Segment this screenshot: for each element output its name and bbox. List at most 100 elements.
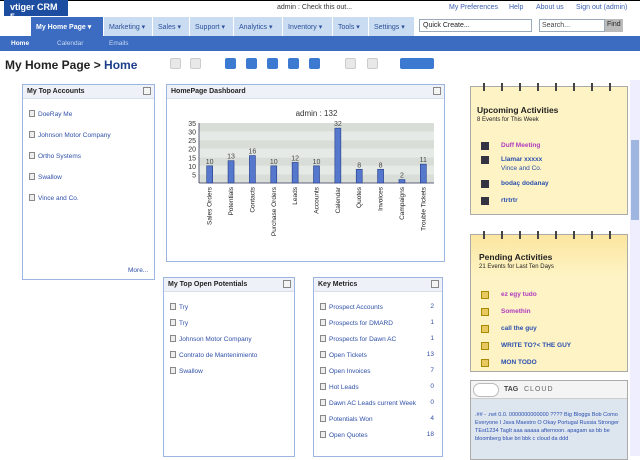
tagcloud-title-2: CLOUD [524,386,554,393]
ring-icon [591,231,593,239]
key-metrics-panel: Key Metrics Prospect Accounts 2 Prospects … [313,277,443,457]
maximize-icon[interactable] [431,280,439,288]
upcoming-activities-panel: Upcoming Activities 8 Events for This We… [470,83,628,215]
x-tick-label: Campaigns [399,186,406,220]
metric-item[interactable]: Prospects for Dawn AC [320,335,396,343]
metric-item[interactable]: Potentials Won [320,415,373,423]
ring-icon [537,231,539,239]
phone-icon [481,180,489,188]
find-button[interactable]: Find [605,19,623,32]
panel-subtitle: 8 Events for This Week [477,117,539,123]
task-icon [481,342,489,350]
arrow-down-icon[interactable] [345,58,356,69]
tab-sales[interactable]: Sales ▾ [152,17,189,36]
tab-my-home-page[interactable]: My Home Page ▾ [30,17,103,36]
subnav-home[interactable]: Home [11,40,30,47]
activity-related[interactable]: Vince and Co. [501,165,542,172]
ring-icon [501,231,503,239]
tab-tools[interactable]: Tools ▾ [332,17,368,36]
add-window-icon[interactable] [225,58,236,69]
activity-link[interactable]: Duff Meeting [501,142,541,149]
search-input[interactable]: Search... [539,19,605,32]
notebook-icon[interactable] [309,58,320,69]
metric-item[interactable]: Prospect Accounts [320,303,383,311]
list-item[interactable]: Contrato de Mantenimiento [170,351,257,359]
list-item[interactable]: Try [170,319,188,327]
metric-value: 13 [426,351,434,358]
home-icon[interactable] [170,58,181,69]
metric-item[interactable]: Dawn AC Leads current Week [320,399,416,407]
maximize-icon[interactable] [283,280,291,288]
list-item[interactable]: Johnson Motor Company [29,131,111,139]
tab-inventory[interactable]: Inventory ▾ [282,17,332,36]
list-item[interactable]: Vince and Co. [29,194,79,202]
task-icon [481,325,489,333]
about-us-link[interactable]: About us [536,4,564,11]
calculator-icon[interactable] [267,58,278,69]
tag-list[interactable]: .## - .net 0.0. 0000000000000 ???? Big B… [475,412,619,442]
activity-link[interactable]: ez egy tudo [501,291,537,298]
maximize-icon[interactable] [143,87,151,95]
activity-link[interactable]: Somethin [501,308,531,315]
dashboard-panel: HomePage Dashboard admin : 132 5 10 15 20 25 3… [166,84,445,262]
list-item[interactable]: Johnson Motor Company [170,335,252,343]
list-item[interactable]: Ortho Systems [29,152,81,160]
top-bar [0,0,640,17]
tab-marketing[interactable]: Marketing ▾ [103,17,152,36]
ring-icon [501,83,503,91]
list-item[interactable]: Swallow [170,367,203,375]
data-label: 8 [379,162,383,169]
metric-item[interactable]: Open Tickets [320,351,367,359]
grid-band [199,123,434,132]
more-link[interactable]: More... [128,267,149,274]
maximize-icon[interactable] [433,87,441,95]
layout-menu-icon[interactable] [400,58,434,69]
clock-icon[interactable] [246,58,257,69]
tab-analytics[interactable]: Analytics ▾ [233,17,282,36]
sub-nav: Home Calendar Emails [0,36,640,51]
title-current[interactable]: Home [104,58,138,72]
tab-settings[interactable]: Settings ▾ [368,17,414,36]
vtiger-logo[interactable]: vtiger CRM 5 [4,0,68,22]
ring-icon [591,83,593,91]
scrollbar-thumb[interactable] [631,140,639,220]
arrow-up-icon[interactable] [367,58,378,69]
list-item[interactable]: DoeRay Me [29,110,72,118]
subnav-emails[interactable]: Emails [109,40,129,47]
panel-title: Upcoming Activities [477,105,559,115]
activity-link[interactable]: rtrtrtr [501,197,518,204]
metric-item[interactable]: Prospects for DMARD [320,319,393,327]
metric-value: 1 [430,319,434,326]
activity-link[interactable]: WRITE TO?< THE GUY [501,342,572,349]
grid-band [199,131,434,141]
chart-title: admin : 132 [296,109,338,118]
activity-link[interactable]: call the guy [501,325,537,332]
chat-icon[interactable] [288,58,299,69]
metric-item[interactable]: Open Quotes [320,431,368,439]
data-label: 10 [313,159,321,166]
grid-band [199,140,434,149]
list-item[interactable]: Swallow [29,173,62,181]
metric-item[interactable]: Open Invoices [320,367,371,375]
scrollbar[interactable] [630,80,640,456]
activity-link[interactable]: Llamar xxxxx [501,156,543,163]
task-icon [481,359,489,367]
bar-purchase-orders [270,165,278,184]
sign-out-link[interactable]: Sign out (admin) [576,4,628,11]
my-preferences-link[interactable]: My Preferences [449,4,499,11]
help-link[interactable]: Help [509,4,524,11]
metric-item[interactable]: Hot Leads [320,383,359,391]
zoom-icon[interactable] [190,58,201,69]
top-accounts-panel: My Top Accounts DoeRay Me Johnson Motor … [22,84,155,280]
list-item[interactable]: Try [170,303,188,311]
activity-link[interactable]: bodaç dodanay [501,180,549,187]
activity-link[interactable]: MON TODO [501,359,537,366]
data-label: 8 [357,162,361,169]
pending-activities-panel: Pending Activities 21 Events for Last Te… [470,231,628,372]
bar-quotes [355,168,363,184]
grid-band [199,157,434,166]
quick-create-select[interactable]: Quick Create... [419,19,532,32]
document-icon [320,303,326,310]
tab-support[interactable]: Support ▾ [189,17,233,36]
subnav-calendar[interactable]: Calendar [57,40,84,47]
